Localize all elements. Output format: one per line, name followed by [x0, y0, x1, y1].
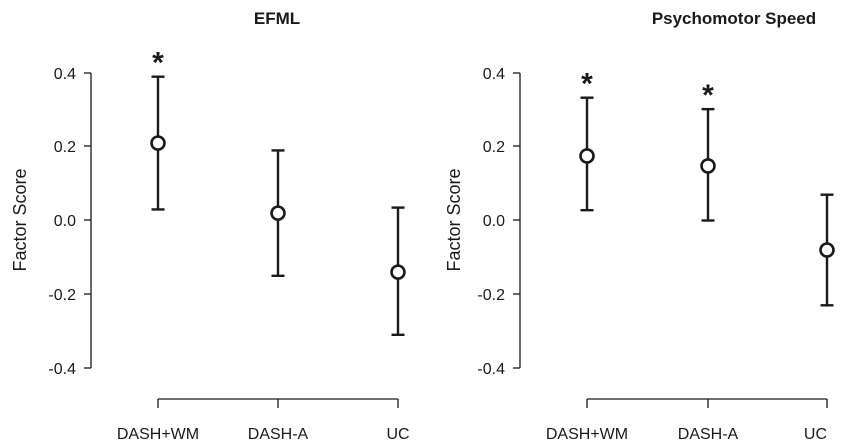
x-category-label: DASH+WM — [117, 426, 199, 443]
y-tick-label: -0.2 — [477, 287, 505, 304]
significance-marker: * — [152, 47, 164, 80]
chart-title: Psychomotor Speed — [652, 9, 816, 28]
data-point — [270, 205, 286, 221]
y-ticks: 0.4 0.2 0.0 -0.2 -0.4 — [477, 66, 520, 378]
significance-marker: * — [702, 79, 714, 112]
y-ticks: 0.4 0.2 0.0 -0.2 -0.4 — [48, 66, 91, 378]
data-marks: * — [150, 47, 406, 337]
y-axis-label: Factor Score — [10, 168, 30, 271]
y-tick-label: -0.4 — [477, 361, 505, 378]
significance-marker: * — [581, 68, 593, 101]
x-ticks: DASH+WM DASH-A UC — [546, 399, 828, 443]
y-tick-label: 0.2 — [54, 139, 76, 156]
data-point — [150, 135, 166, 151]
x-category-label: DASH+WM — [546, 426, 628, 443]
x-category-label: UC — [804, 426, 827, 443]
panel-efml: EFML Factor Score 0.4 0.2 0.0 -0.2 -0.4 … — [10, 9, 410, 443]
x-ticks: DASH+WM DASH-A UC — [117, 399, 410, 443]
data-point — [390, 264, 406, 280]
chart-title: EFML — [254, 9, 300, 28]
data-point — [579, 148, 595, 164]
x-category-label: DASH-A — [678, 426, 739, 443]
y-tick-label: 0.0 — [483, 213, 505, 230]
y-tick-label: -0.4 — [48, 361, 76, 378]
panel-psychomotor-speed: Psychomotor Speed Factor Score 0.4 0.2 0… — [444, 9, 835, 443]
data-marks: * * — [579, 68, 835, 307]
y-axis-label: Factor Score — [444, 168, 464, 271]
y-tick-label: 0.4 — [54, 66, 76, 83]
data-point — [819, 242, 835, 258]
x-category-label: UC — [386, 426, 409, 443]
y-tick-label: 0.2 — [483, 139, 505, 156]
y-tick-label: 0.4 — [483, 66, 505, 83]
y-tick-label: -0.2 — [48, 287, 76, 304]
x-category-label: DASH-A — [248, 426, 309, 443]
y-tick-label: 0.0 — [54, 213, 76, 230]
data-point — [700, 158, 716, 174]
